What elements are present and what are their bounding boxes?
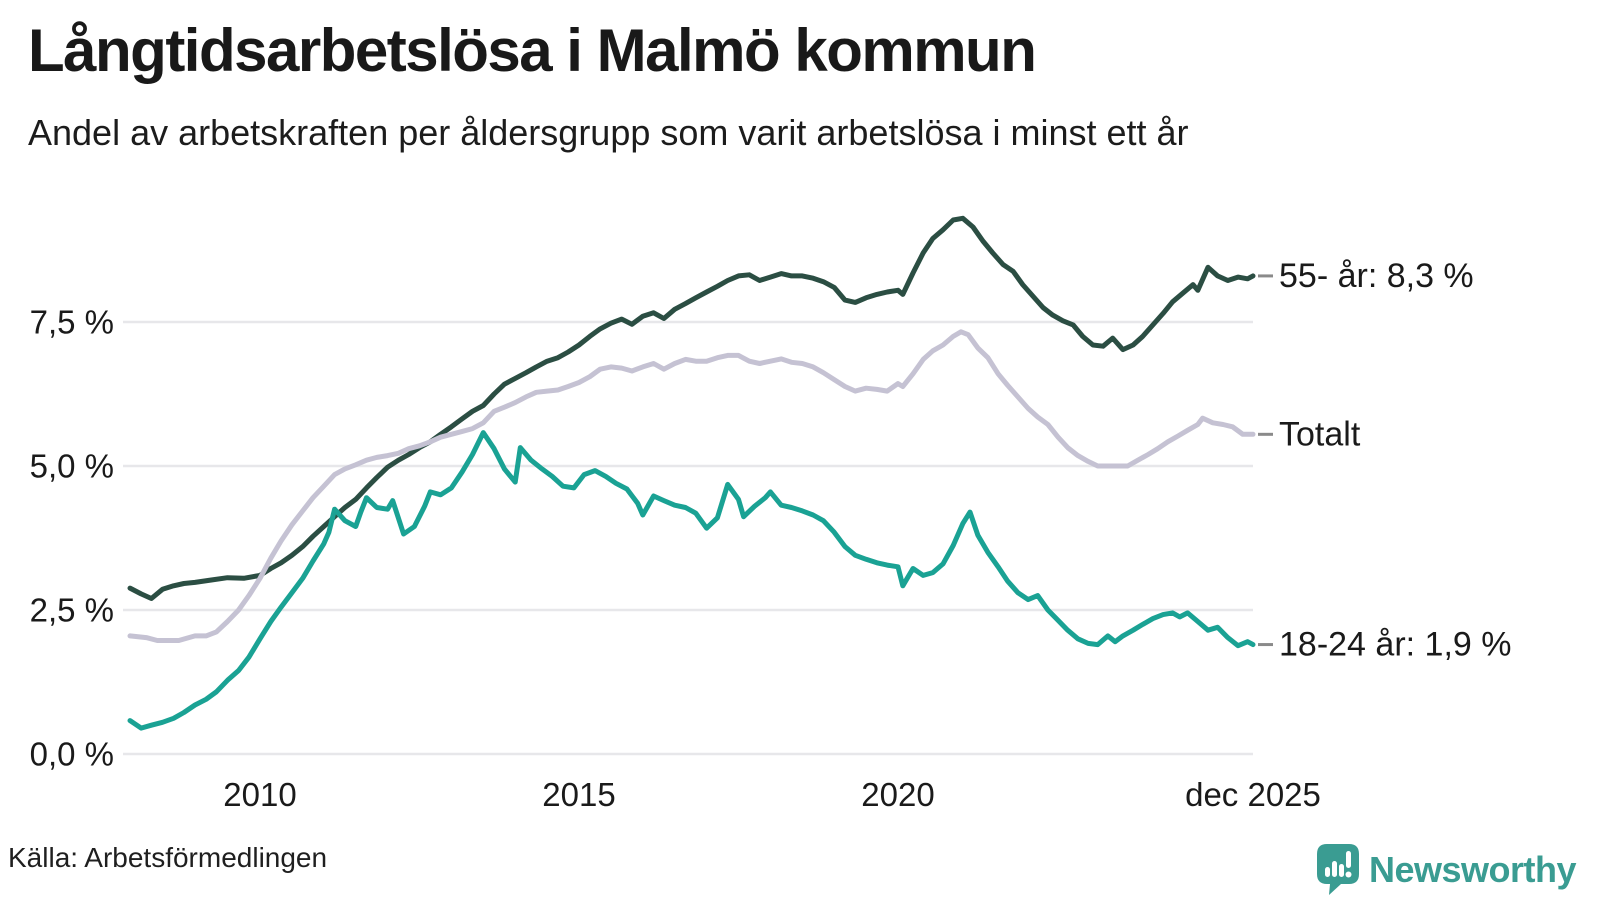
exclamation-icon-dot: [1345, 871, 1352, 878]
newsworthy-bubble-icon: [1316, 844, 1359, 895]
series-line-18-24-r: [127, 430, 1256, 731]
bar-icon-small: [1324, 867, 1330, 877]
x-axis-label: 2015: [542, 776, 615, 813]
bar-icon-mid: [1338, 864, 1344, 877]
series-end-label: 18-24 år: 1,9 %: [1279, 626, 1511, 664]
series-end-label: Totalt: [1279, 415, 1361, 453]
y-axis-label: 7,5 %: [30, 304, 114, 341]
series-line-55-r: [127, 215, 1256, 601]
series-end-label: 55- år: 8,3 %: [1279, 257, 1474, 295]
y-axis-label: 0,0 %: [30, 736, 114, 773]
series-line-Totalt: [127, 329, 1256, 643]
y-axis-label: 5,0 %: [30, 448, 114, 485]
logo-text: Newsworthy: [1368, 849, 1577, 890]
x-axis-label: dec 2025: [1185, 776, 1321, 813]
x-axis-label: 2020: [861, 776, 934, 813]
line-chart: 7,5 % 5,0 % 2,5 % 0,0 % 2010 2015 2020 dec 2025…: [30, 215, 1511, 813]
newsworthy-logo: Newsworthy: [1316, 844, 1577, 896]
y-axis-label: 2,5 %: [30, 592, 114, 629]
bar-icon-tall: [1331, 861, 1337, 877]
exclamation-icon-bar: [1345, 851, 1351, 868]
page-subtitle: Andel av arbetskraften per åldersgrupp s…: [28, 112, 1189, 153]
x-axis-label: 2010: [223, 776, 296, 813]
page-title: Långtidsarbetslösa i Malmö kommun: [28, 17, 1037, 84]
source-note: Källa: Arbetsförmedlingen: [8, 842, 328, 873]
